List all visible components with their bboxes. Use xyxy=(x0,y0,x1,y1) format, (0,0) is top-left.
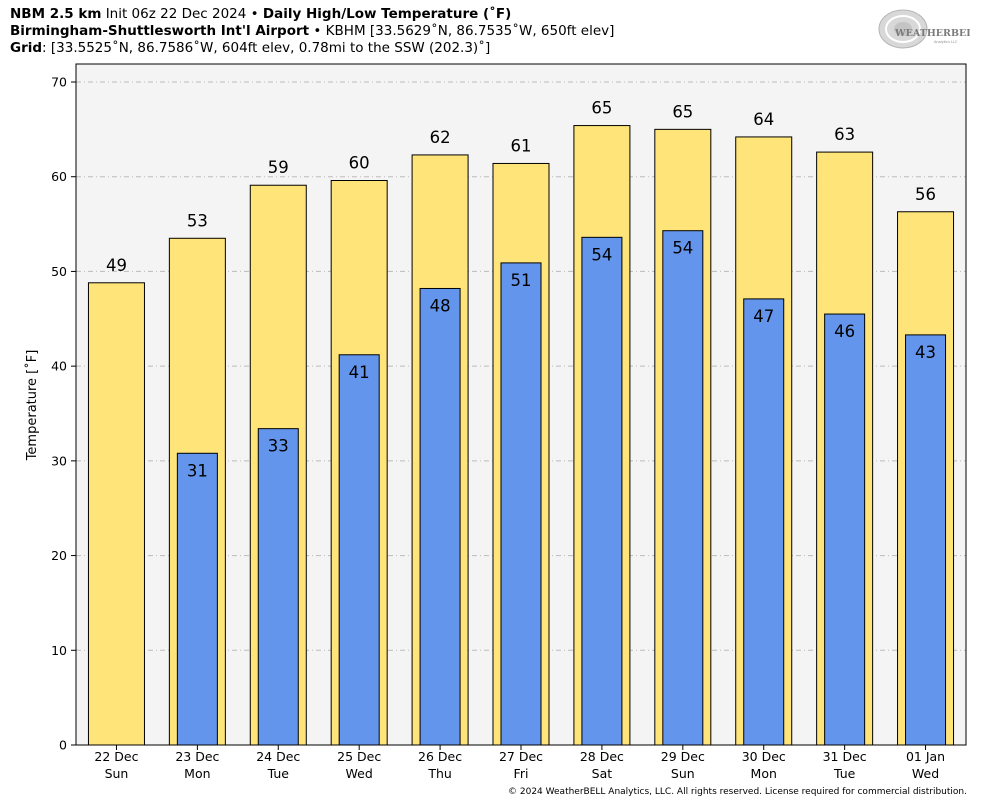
high-temp-label: 64 xyxy=(753,110,774,129)
high-temp-label: 60 xyxy=(349,154,370,173)
low-temp-label: 54 xyxy=(591,245,612,264)
x-tick-day: Wed xyxy=(346,766,373,781)
grid-detail: : [33.5525˚N, 86.7586˚W, 604ft elev, 0.7… xyxy=(42,40,491,56)
x-tick-day: Sun xyxy=(671,766,695,781)
y-axis-label: Temperature [˚F] xyxy=(24,350,40,462)
weatherbell-logo: WEATHERBELL Analytics LLC xyxy=(878,9,970,49)
high-temp-bar xyxy=(87,282,145,746)
y-tick-label: 10 xyxy=(51,643,67,658)
high-temp-label: 61 xyxy=(511,136,532,155)
y-tick-label: 20 xyxy=(51,548,67,563)
low-temp-label: 33 xyxy=(268,437,289,456)
x-tick-date: 24 Dec xyxy=(256,749,300,764)
axis-layer: 0 10 20 30 40 50 60 70 22 Dec Sun 23 Dec Mon 24 Dec T… xyxy=(51,75,945,782)
y-tick-label: 70 xyxy=(51,75,67,90)
x-tick-day: Thu xyxy=(427,766,451,781)
copyright-footer: © 2024 WeatherBELL Analytics, LLC. All r… xyxy=(508,787,967,797)
high-temp-label: 65 xyxy=(591,99,612,118)
high-temp-label: 63 xyxy=(834,125,855,144)
low-temp-bar xyxy=(419,287,461,746)
low-temp-bar xyxy=(662,230,704,746)
low-temp-bar xyxy=(581,236,623,746)
model-name: NBM 2.5 km xyxy=(10,6,102,22)
low-temp-label: 54 xyxy=(672,239,693,258)
x-tick-date: 26 Dec xyxy=(418,749,462,764)
x-tick-day: Mon xyxy=(751,766,777,781)
x-tick-date: 29 Dec xyxy=(661,749,705,764)
high-temp-label: 65 xyxy=(672,102,693,121)
low-temp-label: 43 xyxy=(915,343,936,362)
x-tick-day: Sat xyxy=(592,766,613,781)
x-tick-day: Tue xyxy=(833,766,856,781)
grid-line: Grid: [33.5525˚N, 86.7586˚W, 604ft elev,… xyxy=(10,40,490,57)
low-temp-bar xyxy=(176,452,218,746)
separator: • xyxy=(313,23,322,39)
y-tick-label: 50 xyxy=(51,264,67,279)
y-tick-label: 30 xyxy=(51,453,67,468)
location-detail: KBHM [33.5629˚N, 86.7535˚W, 650ft elev] xyxy=(325,23,615,39)
high-temp-label: 59 xyxy=(268,158,289,177)
low-temp-label: 31 xyxy=(187,461,208,480)
location-name: Birmingham-Shuttlesworth Int'l Airport xyxy=(10,23,310,39)
logo-subtext: Analytics LLC xyxy=(934,40,958,44)
x-tick-date: 30 Dec xyxy=(742,749,786,764)
low-temp-label: 48 xyxy=(430,296,451,315)
low-temp-bar xyxy=(338,354,380,746)
logo-text: WEATHERBELL xyxy=(894,28,970,39)
low-temp-bar xyxy=(257,428,299,746)
low-temp-bar xyxy=(743,298,785,746)
high-temp-label: 49 xyxy=(106,256,127,275)
x-tick-date: 25 Dec xyxy=(337,749,381,764)
high-temp-label: 56 xyxy=(915,185,936,204)
low-temp-label: 51 xyxy=(511,271,532,290)
x-tick-date: 22 Dec xyxy=(94,749,138,764)
y-tick-label: 40 xyxy=(51,359,67,374)
x-tick-day: Mon xyxy=(184,766,210,781)
y-tick-label: 60 xyxy=(51,169,67,184)
product-title: Daily High/Low Temperature (˚F) xyxy=(262,6,512,22)
chart-title-line: NBM 2.5 km Init 06z 22 Dec 2024 • Daily … xyxy=(10,6,511,23)
x-tick-date: 23 Dec xyxy=(175,749,219,764)
low-temp-label: 47 xyxy=(753,307,774,326)
high-temp-label: 53 xyxy=(187,211,208,230)
x-tick-day: Tue xyxy=(267,766,290,781)
x-tick-date: 01 Jan xyxy=(906,749,945,764)
high-temp-label: 62 xyxy=(430,128,451,147)
grid-label: Grid xyxy=(10,40,43,56)
init-time: Init 06z 22 Dec 2024 xyxy=(105,6,247,22)
y-tick-label: 0 xyxy=(59,738,67,753)
low-temp-bar xyxy=(824,313,866,746)
x-tick-day: Sun xyxy=(105,766,129,781)
separator: • xyxy=(250,6,259,22)
x-tick-date: 31 Dec xyxy=(823,749,867,764)
x-tick-day: Wed xyxy=(912,766,939,781)
low-temp-label: 41 xyxy=(349,363,370,382)
low-temp-label: 46 xyxy=(834,322,855,341)
low-temp-bar xyxy=(500,262,542,746)
bar-layer: 49 53 31 59 33 60 41 62 48 61 51 65 54 65 54 64 47 63 46 56… xyxy=(87,99,955,746)
low-temp-bar xyxy=(905,334,947,746)
x-tick-date: 28 Dec xyxy=(580,749,624,764)
location-line: Birmingham-Shuttlesworth Int'l Airport •… xyxy=(10,23,614,40)
x-tick-date: 27 Dec xyxy=(499,749,543,764)
x-tick-day: Fri xyxy=(514,766,529,781)
